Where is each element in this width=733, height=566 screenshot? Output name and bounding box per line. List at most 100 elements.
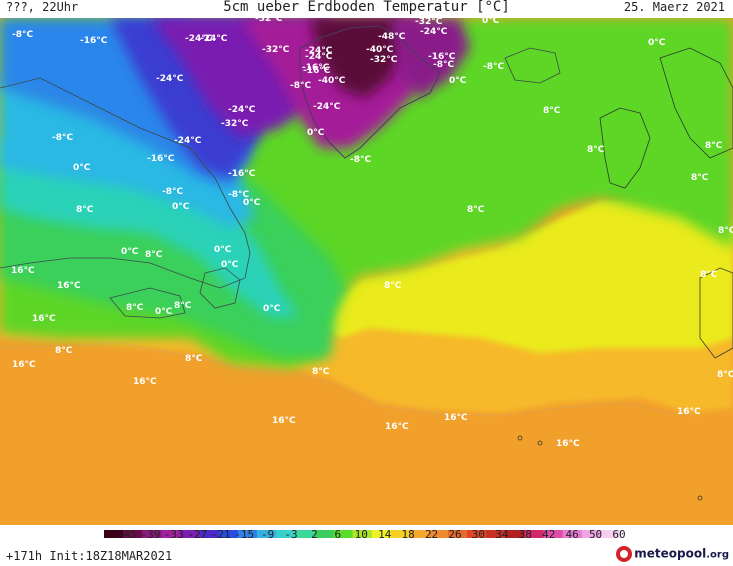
colorbar-cell: [428, 530, 449, 538]
colorbar-cell: [467, 530, 487, 538]
colorbar-cell: [371, 530, 392, 538]
temperature-label: 8°C: [55, 346, 73, 356]
temperature-label: -16°C: [428, 52, 456, 62]
colorbar-cell: [562, 530, 583, 538]
colorbar-tick-label: -45: [117, 528, 137, 541]
temperature-label: 0°C: [482, 18, 500, 26]
temperature-map: -8°C-16°C -24°C-24°C-32°C-32°C -24°C-24°C-…: [0, 18, 733, 525]
temperature-label: 16°C: [444, 413, 468, 423]
colorbar-tick-label: 30: [471, 528, 486, 541]
temperature-label: -8°C: [350, 155, 371, 165]
temperature-label: 0°C: [155, 307, 173, 317]
temperature-label: 8°C: [384, 281, 402, 291]
temperature-label: 0°C: [648, 38, 666, 48]
colorbar-tick-label: 22: [424, 528, 439, 541]
azores-island: [537, 440, 543, 446]
brand-icon: [616, 546, 633, 562]
colorbar-tick-label: 2: [311, 528, 318, 541]
colorbar-cell: [505, 530, 525, 538]
temperature-label: 8°C: [174, 301, 192, 311]
valid-date-label: 25. Maerz 2021: [623, 0, 725, 14]
temperature-label: 0°C: [172, 202, 190, 212]
temperature-label: 0°C: [73, 163, 91, 173]
temperature-labels: -8°C-16°C -24°C-24°C-32°C-32°C -24°C-24°C-…: [11, 18, 733, 449]
map-title: 5cm ueber Erdboden Temperatur [°C]: [223, 0, 510, 15]
colorbar-tick-label: -3: [284, 528, 298, 541]
azores-island: [517, 435, 523, 441]
temperature-label: -8°C: [290, 81, 311, 91]
field-minus27-band: [390, 18, 470, 98]
temperature-label: 8°C: [126, 303, 144, 313]
colorbar-tick-label: 42: [542, 528, 556, 541]
temperature-label: 16°C: [11, 266, 35, 276]
temperature-label: 8°C: [587, 145, 605, 155]
temperature-label: 16°C: [556, 439, 580, 449]
temperature-label: -24°C: [420, 27, 448, 37]
temperature-label: 0°C: [243, 198, 261, 208]
temperature-label: 16°C: [57, 281, 81, 291]
temperature-label: -40°C: [318, 76, 346, 86]
colorbar-tick-label: 46: [565, 528, 579, 541]
field-2-band: [0, 138, 300, 318]
canada-coastline: [0, 77, 251, 289]
colorbar-tick-label: -39: [140, 528, 161, 541]
temperature-label: -8°C: [162, 187, 183, 197]
newfoundland-coastline: [199, 267, 241, 309]
temperature-label: 16°C: [677, 407, 701, 417]
colorbar-cell: [276, 530, 296, 538]
colorbar-tick-label: -9: [260, 528, 275, 541]
temperature-label: 8°C: [185, 354, 203, 364]
temperature-label: 8°C: [691, 173, 709, 183]
canary-island: [697, 495, 703, 501]
map-header: ???, 22Uhr 5cm ueber Erdboden Temperatur…: [0, 0, 733, 18]
temperature-label: -32°C: [415, 18, 443, 27]
colorbar-tick-label: -27: [187, 528, 208, 541]
temperature-label: -8°C: [12, 30, 33, 40]
temperature-label: 0°C: [121, 247, 139, 257]
temperature-label: -24°C: [174, 136, 202, 146]
temperature-label: -8°C: [228, 190, 249, 200]
temperature-label: -24°C: [185, 34, 213, 44]
temperature-label: 16°C: [12, 360, 36, 370]
colorbar-cell: [161, 530, 181, 538]
temperature-label: 8°C: [700, 270, 718, 280]
colorbar-cell: [524, 530, 545, 538]
colorbar-tick-label: 26: [448, 528, 462, 541]
colorbar-tick-label: -33: [163, 528, 184, 541]
temperature-label: 16°C: [272, 416, 296, 426]
brand-logo[interactable]: meteopool.org: [616, 546, 729, 562]
temperature-label: 8°C: [312, 367, 330, 377]
field-minus3-band: [0, 78, 255, 228]
colorbar-cell: [448, 530, 468, 538]
brand-name: meteopool: [634, 546, 707, 561]
colorbar-cell: [142, 530, 162, 538]
temperature-colorbar: [104, 530, 621, 538]
temperature-label: -8°C: [52, 133, 73, 143]
temperature-label: -32°C: [370, 55, 398, 65]
colorbar-cell: [352, 530, 373, 538]
colorbar-tick-label: 60: [612, 528, 626, 541]
temperature-label: 16°C: [385, 422, 409, 432]
temperature-label: -24°C: [305, 46, 333, 56]
temperature-label: -16°C: [228, 169, 256, 179]
temperature-label: 8°C: [76, 205, 94, 215]
temperature-label: 8°C: [467, 205, 485, 215]
temperature-label: -8°C: [433, 60, 454, 70]
temperature-label: -24°C: [313, 102, 341, 112]
colorbar-tick-label: 18: [401, 528, 415, 541]
colorbar-cell: [600, 530, 621, 538]
temperature-label: -16°C: [80, 36, 108, 46]
nova-scotia-coastline: [109, 287, 186, 319]
colorbar-tick-label: -15: [234, 528, 255, 541]
iberia-coastline: [699, 267, 733, 359]
temperature-label: 0°C: [307, 128, 325, 138]
temperature-label: -48°C: [378, 32, 406, 42]
temperature-label: -32°C: [255, 18, 283, 24]
isotherm-line: [0, 342, 691, 417]
colorbar-tick-label: 38: [518, 528, 532, 541]
temperature-label: -16°C: [147, 154, 175, 164]
colorbar-tick-label: 34: [495, 528, 509, 541]
temperature-label: 8°C: [543, 106, 561, 116]
temperature-label: 0°C: [221, 260, 239, 270]
colorbar-cell: [333, 530, 353, 538]
